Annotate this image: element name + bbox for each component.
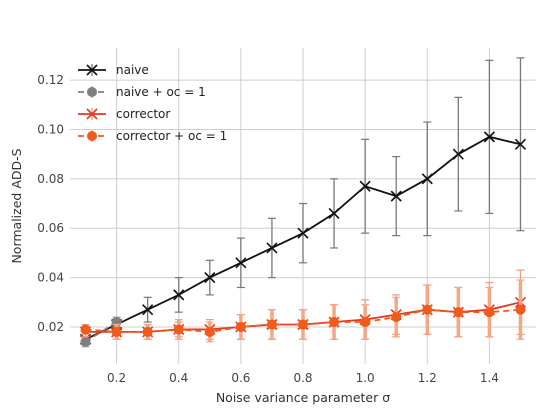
data-point (329, 317, 340, 328)
y-tick-labels: 0.02 0.04 0.06 0.08 0.10 0.12 (37, 73, 64, 334)
x-tick-label: 0.2 (107, 371, 126, 385)
data-point (515, 304, 526, 315)
y-tick-label: 0.04 (37, 271, 64, 285)
y-tick-label: 0.08 (37, 172, 64, 186)
x-tick-label: 0.4 (169, 371, 188, 385)
series-line (85, 308, 521, 333)
data-point (204, 326, 215, 337)
data-point (422, 304, 433, 315)
data-point (298, 319, 308, 330)
data-point (484, 307, 495, 318)
data-point (80, 324, 91, 335)
data-point (514, 138, 527, 150)
legend-marker (86, 64, 98, 76)
legend-entry: corrector + oc = 1 (78, 129, 227, 143)
series-line (85, 321, 118, 343)
data-series (79, 57, 527, 348)
y-tick-label: 0.02 (37, 320, 64, 334)
legend-marker (87, 87, 97, 97)
x-tick-label: 0.8 (293, 371, 312, 385)
data-point (360, 317, 371, 328)
legend-entry: naive + oc = 1 (78, 85, 206, 99)
data-point (142, 326, 153, 337)
data-point (390, 190, 402, 202)
legend-marker (86, 108, 98, 120)
data-point (297, 227, 309, 239)
x-axis-label: Noise variance parameter σ (216, 390, 390, 405)
data-point (173, 289, 185, 301)
legend-label: corrector + oc = 1 (116, 129, 227, 143)
data-point (453, 307, 464, 318)
data-point (173, 324, 184, 335)
x-tick-label: 0.6 (231, 371, 250, 385)
data-point (142, 304, 154, 316)
legend-label: corrector (116, 107, 170, 121)
legend-marker (87, 131, 97, 141)
legend: naive naive + oc = 1 corrector corrector + … (78, 63, 227, 143)
data-point (111, 326, 122, 337)
data-point (266, 242, 278, 254)
x-tick-labels: 0.2 0.4 0.6 0.8 1.0 1.2 1.4 (107, 371, 499, 385)
data-point (328, 207, 340, 219)
data-point (204, 272, 216, 284)
legend-entry: naive (78, 63, 149, 77)
series-3 (80, 279, 526, 343)
data-point (483, 131, 495, 143)
series-0 (79, 57, 527, 345)
data-point (359, 180, 371, 192)
data-point (235, 321, 246, 332)
legend-label: naive (116, 63, 149, 77)
x-tick-label: 1.0 (356, 371, 375, 385)
y-axis-label: Normalized ADD-S (9, 148, 24, 263)
legend-entry: corrector (78, 107, 170, 121)
data-point (452, 148, 464, 160)
y-tick-label: 0.06 (37, 221, 64, 235)
data-point (235, 257, 247, 269)
x-tick-label: 1.4 (480, 371, 499, 385)
data-point (80, 336, 91, 347)
y-tick-label: 0.12 (37, 73, 64, 87)
legend-label: naive + oc = 1 (116, 85, 206, 99)
x-tick-label: 1.2 (418, 371, 437, 385)
data-point (391, 312, 402, 323)
data-point (266, 319, 277, 330)
y-tick-label: 0.10 (37, 122, 64, 136)
data-point (421, 173, 433, 185)
